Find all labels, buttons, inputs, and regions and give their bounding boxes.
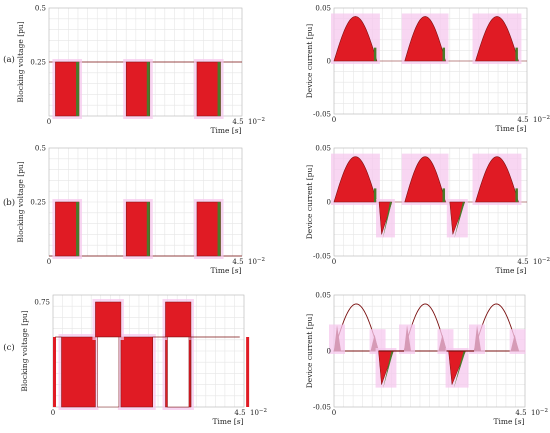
x-axis-label: Time [s] xyxy=(495,124,526,133)
x-exponent: 10−2 xyxy=(248,117,265,126)
x-tick-label: 4.5 xyxy=(234,409,245,417)
panel-c-left: 0.75 0 4.5 10−2 Time [s] Blocking voltage [pu… xyxy=(20,294,267,426)
voltage-gap xyxy=(167,336,190,408)
arc-edge xyxy=(442,47,446,61)
spike-edge xyxy=(383,351,394,389)
arc-edge xyxy=(515,47,518,61)
voltage-pulse xyxy=(125,201,151,257)
y-tick-label: 0.05 xyxy=(315,145,331,153)
x-exponent: 10−2 xyxy=(248,257,265,266)
spike-edge xyxy=(454,202,465,239)
y-tick-label: -0.05 xyxy=(313,253,331,261)
y-axis-label: Device current [pu] xyxy=(305,314,314,389)
spike-edge xyxy=(382,202,392,239)
current-arc xyxy=(404,16,446,62)
voltage-gap xyxy=(97,336,120,408)
y-tick-label: 0.25 xyxy=(30,199,46,207)
pulse-edge xyxy=(217,202,221,256)
voltage-pulse xyxy=(196,61,221,117)
highlight-band xyxy=(399,324,416,354)
voltage-edge-block xyxy=(246,337,250,407)
row-label: (c) xyxy=(3,342,14,353)
x-exponent: 10−2 xyxy=(531,408,548,417)
x-exponent: 10−2 xyxy=(250,408,267,417)
highlight-band xyxy=(437,329,454,354)
y-axis-label: Blocking voltage [pu] xyxy=(16,161,25,242)
pulse-edge xyxy=(217,62,221,116)
y-axis-label: Device current [pu] xyxy=(305,165,314,240)
x-exponent: 10−2 xyxy=(533,257,550,266)
voltage-edge-block xyxy=(53,337,56,407)
voltage-pulse xyxy=(125,61,151,117)
x-tick-label: 4.5 xyxy=(232,118,243,126)
highlight-band xyxy=(329,324,345,354)
current-arc xyxy=(404,156,446,203)
pulse-edge xyxy=(146,62,150,116)
voltage-pulse xyxy=(55,201,80,257)
panel-a-left: 0.25 0.5 0 4.5 10−2 Time [s] Blocking voltage … xyxy=(16,5,265,136)
arc-edge xyxy=(373,188,377,202)
highlight-band xyxy=(509,329,526,354)
current-arc xyxy=(333,156,378,203)
current-arc xyxy=(475,156,519,203)
arc-edge xyxy=(373,47,377,61)
x-axis-label: Time [s] xyxy=(495,266,526,275)
highlight-band xyxy=(469,324,486,354)
x-tick-label: 4.5 xyxy=(517,116,528,124)
row-label: (a) xyxy=(3,54,15,65)
voltage-block xyxy=(61,336,96,408)
x-tick-label: 0 xyxy=(332,258,336,266)
x-axis-label: Time [s] xyxy=(210,126,241,135)
y-tick-label: 0.75 xyxy=(34,299,50,307)
voltage-step-high xyxy=(95,301,122,338)
y-axis-label: Blocking voltage [pu] xyxy=(20,310,29,391)
voltage-block xyxy=(120,336,153,408)
x-axis-label: Time [s] xyxy=(493,417,524,426)
x-tick-label: 0 xyxy=(47,118,51,126)
row-label: (b) xyxy=(3,197,15,208)
y-axis-label: Blocking voltage [pu] xyxy=(16,21,25,102)
pulse-edge xyxy=(76,62,80,116)
voltage-pulse xyxy=(196,201,221,257)
y-tick-label: 0 xyxy=(327,348,331,356)
y-tick-label: -0.05 xyxy=(313,404,331,412)
arc-edge xyxy=(442,188,446,202)
y-tick-label: 0.05 xyxy=(315,292,331,300)
y-axis-label: Device current [pu] xyxy=(305,24,314,99)
y-tick-label: 0.5 xyxy=(35,145,46,153)
current-arc xyxy=(333,16,378,62)
y-tick-label: 0 xyxy=(327,199,331,207)
arc-edge xyxy=(515,188,518,202)
x-tick-label: 0 xyxy=(332,409,336,417)
x-tick-label: 4.5 xyxy=(232,258,243,266)
highlight-band xyxy=(369,329,386,354)
voltage-step-high xyxy=(165,301,192,338)
x-tick-label: 0 xyxy=(332,116,336,124)
pulse-edge xyxy=(76,202,80,256)
spike-edge xyxy=(453,351,466,389)
x-axis-label: Time [s] xyxy=(212,417,243,426)
y-tick-label: 0.5 xyxy=(35,5,46,13)
y-tick-label: -0.05 xyxy=(313,111,331,119)
x-tick-label: 4.5 xyxy=(517,258,528,266)
voltage-pulse xyxy=(55,61,80,117)
y-tick-label: 0 xyxy=(327,58,331,66)
panel-b-left: 0.25 0.5 0 4.5 10−2 Time [s] Blocking voltage … xyxy=(16,145,265,276)
x-tick-label: 4.5 xyxy=(515,409,526,417)
x-exponent: 10−2 xyxy=(533,115,550,124)
x-tick-label: 0 xyxy=(47,258,51,266)
pulse-edge xyxy=(146,202,150,256)
y-tick-label: 0.05 xyxy=(315,5,331,13)
x-axis-label: Time [s] xyxy=(210,266,241,275)
current-arc xyxy=(475,16,519,62)
x-tick-label: 0 xyxy=(51,409,55,417)
y-tick-label: 0.25 xyxy=(30,59,46,67)
